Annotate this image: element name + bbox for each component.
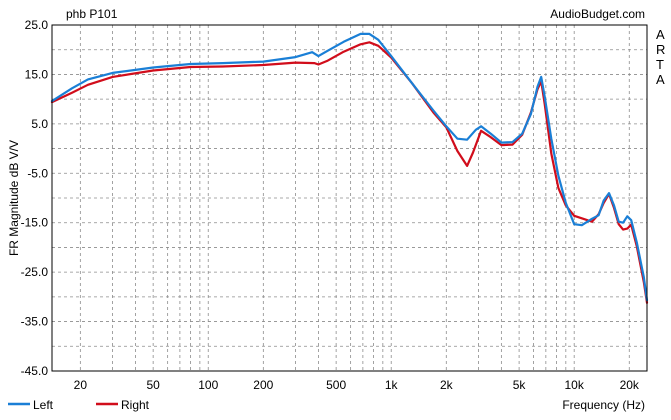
y-tick-label: -35.0: [21, 315, 49, 329]
y-tick-label: -25.0: [21, 265, 49, 279]
header-left-text: phb P101: [66, 7, 118, 21]
y-tick-label: 25.0: [25, 18, 49, 32]
x-tick-label: 50: [146, 378, 160, 392]
x-tick-label: 5k: [513, 378, 527, 392]
x-tick-label: 20k: [620, 378, 640, 392]
y-tick-label: -45.0: [21, 364, 49, 378]
x-tick-label: 20: [74, 378, 88, 392]
x-tick-label: 1k: [385, 378, 399, 392]
x-tick-label: 500: [326, 378, 346, 392]
legend-label-left: Left: [33, 398, 54, 412]
x-tick-label: 10k: [565, 378, 585, 392]
legend: Left Right: [8, 398, 150, 412]
legend-label-right: Right: [121, 398, 150, 412]
x-tick-label: 200: [253, 378, 273, 392]
header-right-text: AudioBudget.com: [550, 7, 645, 21]
y-tick-label: -15.0: [21, 216, 49, 230]
series-lines: [50, 32, 649, 304]
y-tick-label: 5.0: [31, 117, 48, 131]
x-tick-label: 2k: [440, 378, 454, 392]
series-line-left: [50, 32, 649, 302]
y-axis-label: FR Magnitude dB V/V: [7, 140, 21, 256]
y-tick-labels: 25.0 15.0 5.0 -5.0 -15.0 -25.0 -35.0 -45.0: [21, 18, 49, 378]
x-axis-label: Frequency (Hz): [562, 398, 645, 412]
x-tick-labels: 20 50 100 200 500 1k 2k 5k 10k 20k: [74, 378, 640, 392]
y-tick-label: -5.0: [27, 166, 48, 180]
y-tick-label: 15.0: [25, 67, 49, 81]
grid-lines: [52, 25, 647, 371]
plot-frame: [51, 24, 648, 372]
x-tick-label: 100: [198, 378, 218, 392]
